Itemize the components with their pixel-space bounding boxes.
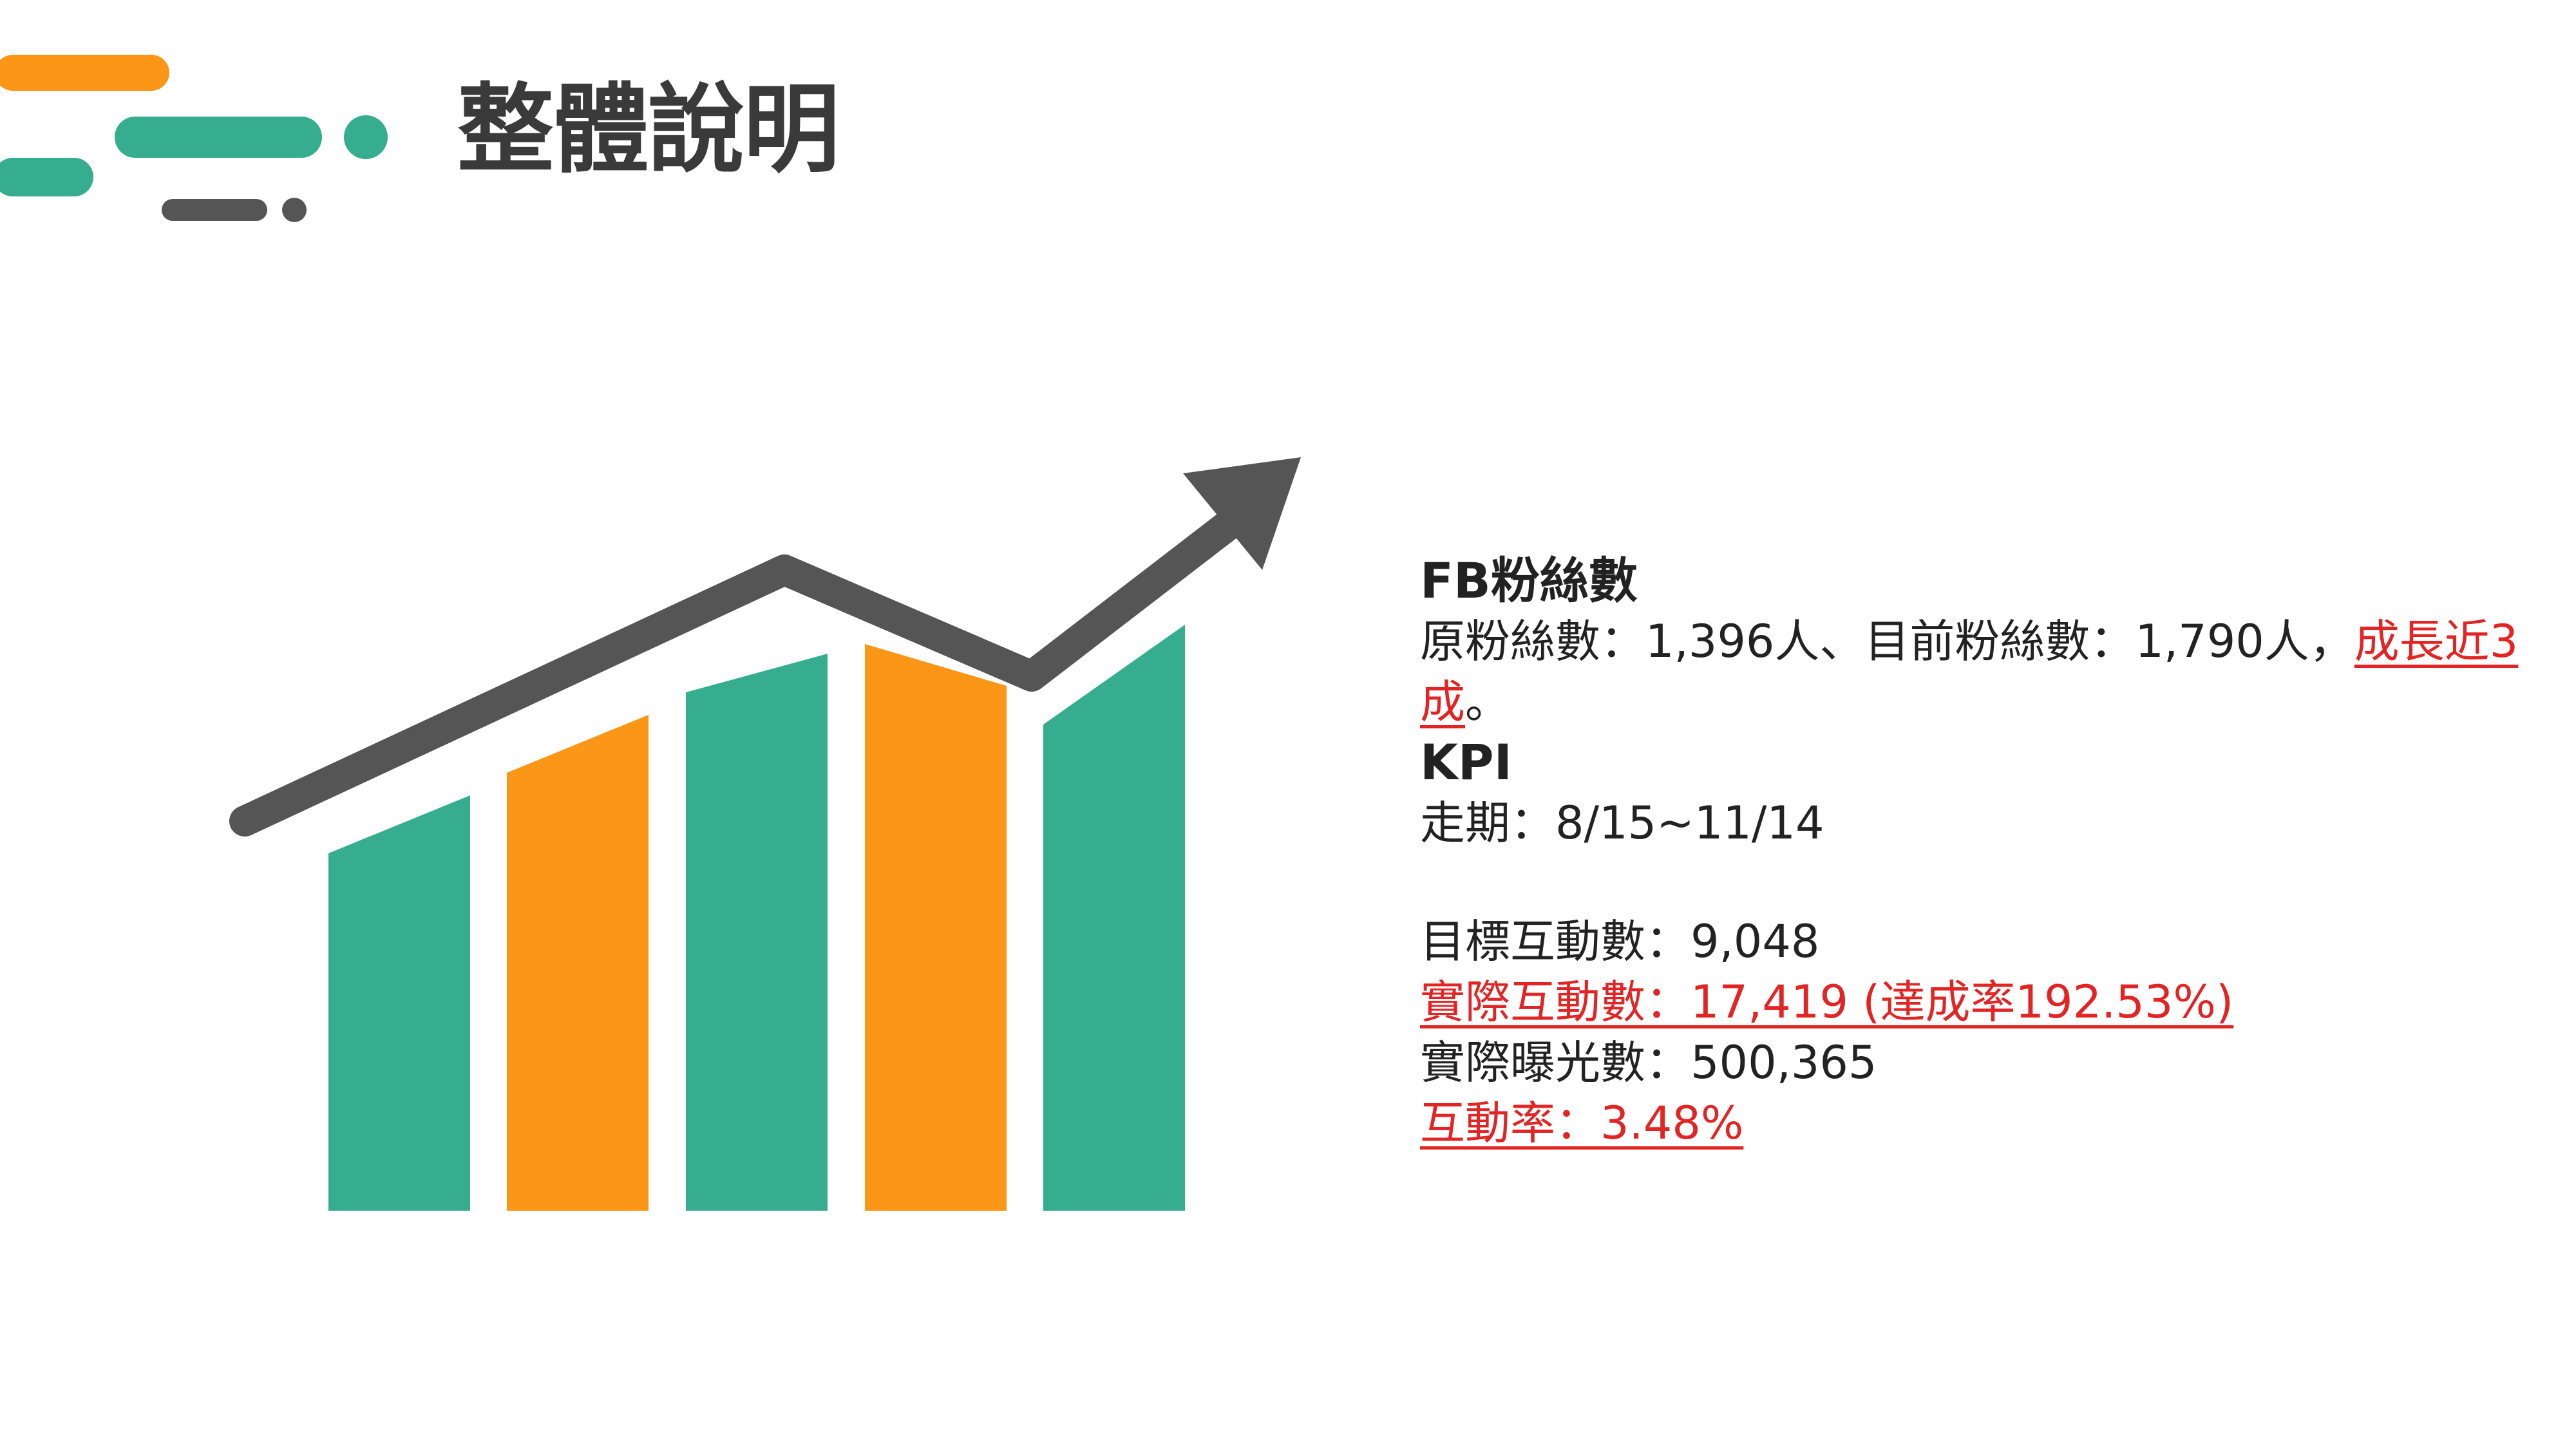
illustration-bar-4 [865, 644, 1007, 1211]
fb-fans-growth-line: 原粉絲數：1,396人、目前粉絲數：1,790人，成長近3成。 [1420, 611, 2541, 732]
kpi-engagement-rate: 互動率：3.48% [1420, 1093, 2541, 1153]
kpi-actual-impressions: 實際曝光數：500,365 [1420, 1036, 1877, 1089]
growth-chart-illustration [229, 457, 1301, 1211]
fb-fans-counts: 原粉絲數：1,396人、目前粉絲數：1,790人， [1420, 615, 2354, 668]
section-spacer [1420, 853, 2541, 911]
trend-arrowhead-icon [1183, 457, 1301, 570]
kpi-target-engagements: 目標互動數：9,048 [1420, 915, 1820, 968]
fb-fans-heading: FB粉絲數 [1420, 552, 1638, 609]
page-title: 整體說明 [457, 74, 840, 186]
kpi-engagement-rate-highlight: 互動率：3.48% [1420, 1097, 1744, 1150]
kpi-actual-engagements-highlight: 實際互動數：17,419 (達成率192.53%) [1420, 976, 2234, 1028]
fb-fans-growth-highlight: 成長近3成 [1420, 615, 2519, 728]
trend-arrow-line [229, 493, 1265, 837]
illustration-bar-5 [1043, 625, 1185, 1211]
decor-dot-teal [344, 115, 388, 159]
summary-panel: FB粉絲數 原粉絲數：1,396人、目前粉絲數：1,790人，成長近3成。 KP… [1420, 551, 2541, 1153]
kpi-period: 走期：8/15~11/14 [1420, 797, 1824, 849]
fb-fans-growth-suffix: 。 [1465, 676, 1510, 728]
decor-dot-gray [282, 198, 307, 222]
header-decoration [0, 55, 388, 222]
illustration-bar-3 [686, 654, 828, 1211]
illustration-bar-1 [328, 795, 470, 1211]
illustration-bar-2 [507, 715, 649, 1211]
kpi-actual-engagements: 實際互動數：17,419 (達成率192.53%) [1420, 972, 2541, 1032]
kpi-heading: KPI [1420, 734, 1512, 791]
